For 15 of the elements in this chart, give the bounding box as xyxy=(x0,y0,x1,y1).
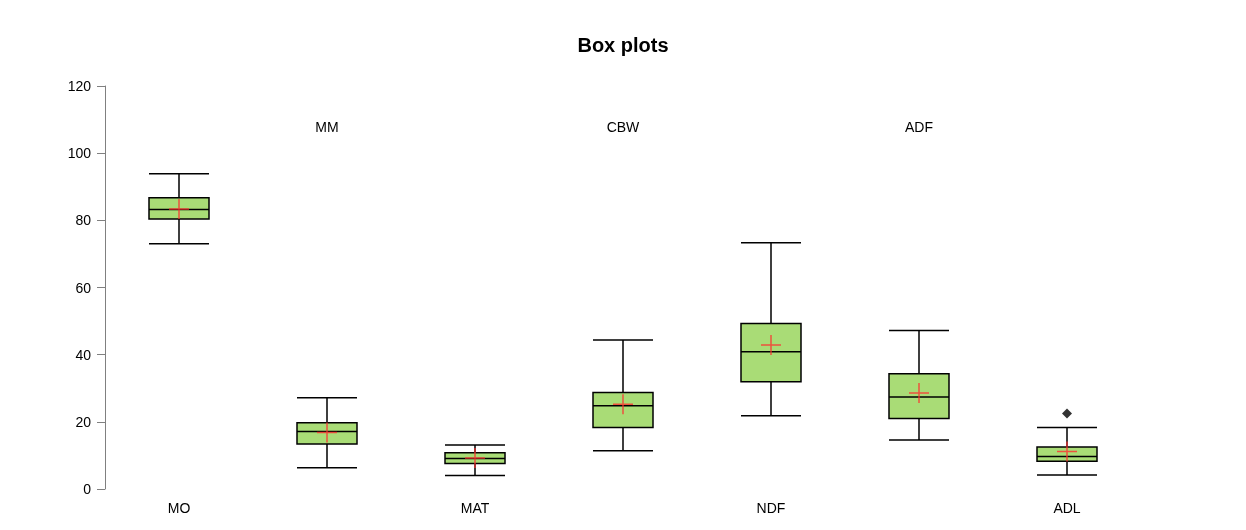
x-tick-label: ADF xyxy=(905,119,933,135)
y-tick-label: 40 xyxy=(75,346,92,363)
y-tick-label: 60 xyxy=(75,279,92,296)
x-tick-label: MO xyxy=(167,500,191,516)
y-tick-label: 20 xyxy=(75,413,92,430)
y-tick-label: 120 xyxy=(67,78,92,94)
x-tick-label: CBW xyxy=(606,119,641,135)
x-tick-label: ADL xyxy=(1053,500,1081,516)
chart-title: Box plots xyxy=(577,34,669,56)
x-tick-label: NDF xyxy=(756,500,786,516)
y-tick-label: 100 xyxy=(67,145,92,162)
y-tick-label: 80 xyxy=(75,212,92,229)
x-tick-label: MM xyxy=(315,119,339,135)
y-tick-label: 0 xyxy=(83,481,92,497)
x-tick-label: MAT xyxy=(460,500,490,516)
